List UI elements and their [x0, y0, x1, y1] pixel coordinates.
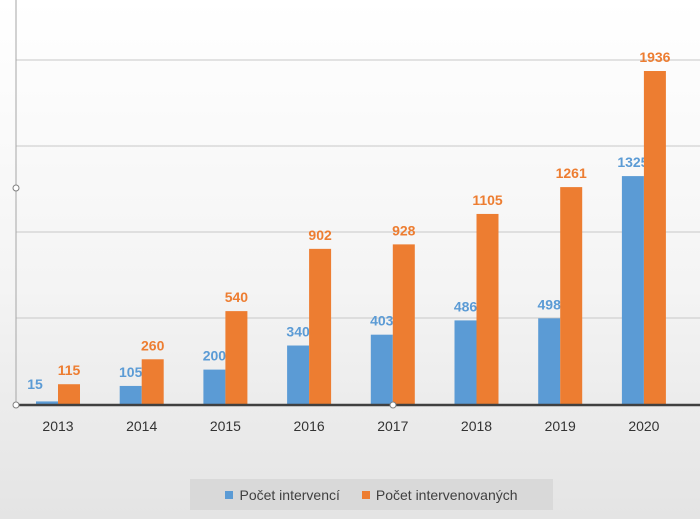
data-label-series-2: 115	[58, 362, 81, 378]
selection-handle	[12, 184, 20, 192]
x-tick-label: 2013	[42, 418, 73, 434]
selection-handle	[12, 401, 20, 409]
data-label-series-1: 1325	[617, 154, 648, 170]
x-tick-label: 2017	[377, 418, 408, 434]
bar-series-1	[538, 318, 561, 404]
legend-swatch-series-1	[225, 490, 234, 499]
selection-handle	[389, 401, 397, 409]
legend-swatch-series-2	[361, 490, 370, 499]
bar-series-1	[454, 320, 477, 404]
data-label-series-2: 260	[141, 337, 165, 353]
data-label-series-1: 105	[119, 364, 143, 380]
data-label-series-2: 1936	[639, 49, 670, 65]
data-label-series-2: 540	[225, 289, 249, 305]
bar-series-1	[287, 345, 310, 404]
bar-series-2	[141, 359, 164, 404]
legend-item-series-1: Počet intervencí	[225, 486, 340, 503]
bar-series-2	[560, 187, 583, 404]
bar-series-1	[119, 385, 142, 404]
data-label-series-1: 340	[286, 324, 310, 340]
x-tick-label: 2015	[210, 418, 241, 434]
data-label-series-2: 1261	[556, 165, 587, 181]
bar-series-1	[621, 176, 644, 404]
x-tick-label: 2016	[294, 418, 325, 434]
data-label-series-2: 928	[392, 222, 416, 238]
x-tick-label: 2014	[126, 418, 157, 434]
x-tick-label: 2020	[628, 418, 659, 434]
data-label-series-1: 498	[538, 296, 562, 312]
data-label-series-2: 902	[308, 227, 332, 243]
bar-series-2	[476, 213, 499, 404]
data-label-series-1: 200	[203, 348, 227, 364]
legend: Počet intervencí Počet intervenovaných	[190, 479, 553, 510]
legend-label-series-1: Počet intervencí	[239, 486, 340, 503]
bar-series-2	[225, 311, 248, 404]
bar-series-2	[58, 384, 80, 404]
x-tick-label: 2018	[461, 418, 492, 434]
bar-series-2	[392, 244, 415, 404]
data-label-series-2: 1105	[472, 192, 503, 208]
legend-item-series-2: Počet intervenovaných	[361, 486, 518, 503]
bar-series-1	[36, 401, 58, 404]
data-label-series-1: 403	[370, 313, 394, 329]
legend-label-series-2: Počet intervenovaných	[375, 486, 518, 503]
x-tick-label: 2019	[545, 418, 576, 434]
bar-series-1	[203, 369, 226, 404]
data-label-series-1: 486	[454, 298, 478, 314]
data-label-series-1: 15	[27, 376, 43, 392]
bar-series-2	[643, 71, 666, 405]
bar-series-2	[309, 248, 332, 404]
bar-series-1	[370, 334, 393, 404]
